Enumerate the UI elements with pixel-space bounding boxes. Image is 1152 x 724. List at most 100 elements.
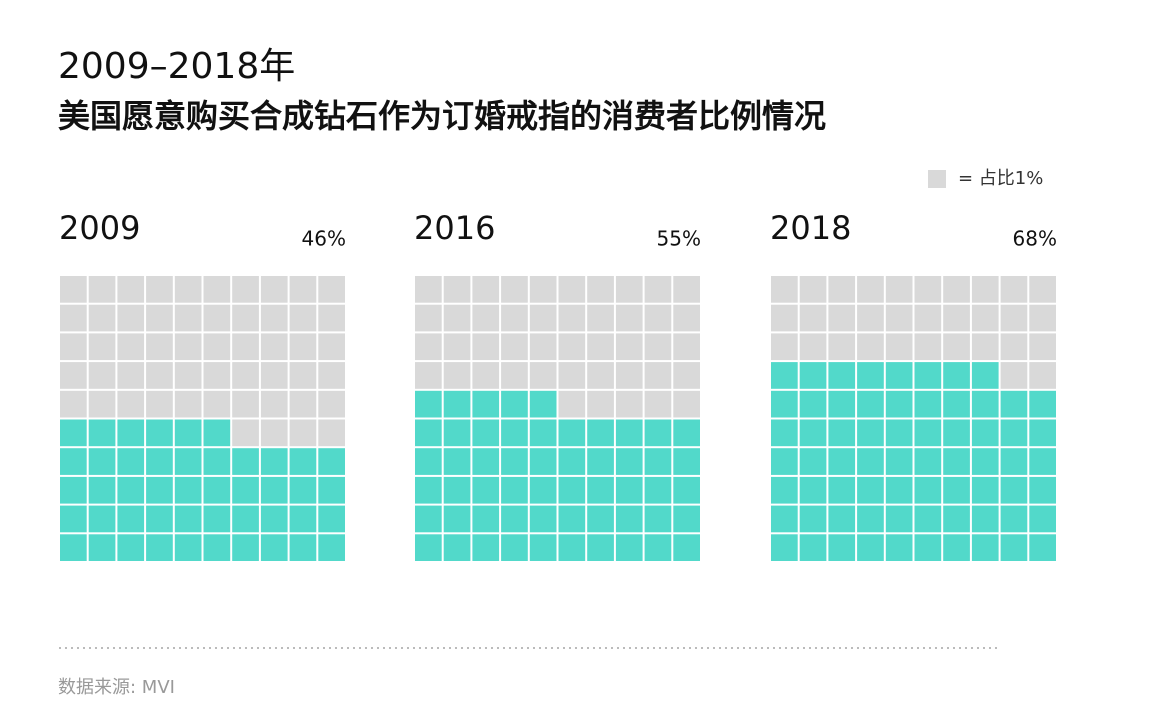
filled-cell [472,476,500,504]
filled-cell [529,505,557,533]
empty-cell [644,390,672,418]
filled-cell [828,448,856,475]
empty-cell [174,362,202,389]
empty-cell [971,276,999,303]
empty-cell [501,333,528,361]
filled-cell [415,448,442,475]
filled-cell [615,419,643,447]
empty-cell [472,362,500,389]
filled-cell [1000,390,1028,418]
empty-cell [117,362,145,389]
empty-cell [673,333,700,361]
empty-cell [232,362,259,389]
filled-cell [501,419,528,447]
empty-cell [88,276,116,303]
filled-cell [799,362,827,389]
filled-cell [203,476,231,504]
empty-cell [232,276,259,303]
empty-cell [914,276,942,303]
filled-cell [1000,419,1028,447]
empty-cell [232,390,259,418]
empty-cell [203,390,231,418]
empty-cell [673,390,700,418]
filled-cell [146,476,173,504]
filled-cell [289,476,317,504]
filled-cell [971,505,999,533]
empty-cell [289,333,317,361]
empty-cell [443,276,471,303]
empty-cell [558,390,586,418]
filled-cell [971,390,999,418]
filled-cell [971,448,999,475]
filled-cell [117,476,145,504]
filled-cell [88,476,116,504]
empty-cell [472,304,500,332]
filled-cell [828,390,856,418]
empty-cell [828,276,856,303]
empty-cell [529,304,557,332]
empty-cell [828,304,856,332]
filled-cell [673,505,700,533]
filled-cell [771,362,798,389]
empty-cell [615,362,643,389]
empty-cell [203,304,231,332]
empty-cell [203,333,231,361]
empty-cell [558,304,586,332]
filled-cell [914,476,942,504]
empty-cell [587,276,614,303]
filled-cell [914,362,942,389]
filled-cell [857,476,884,504]
empty-cell [415,304,442,332]
filled-cell [828,505,856,533]
filled-cell [885,534,913,561]
empty-cell [558,333,586,361]
filled-cell [318,534,345,561]
empty-cell [260,276,288,303]
filled-cell [857,362,884,389]
filled-cell [771,419,798,447]
filled-cell [771,534,798,561]
filled-cell [673,534,700,561]
empty-cell [232,333,259,361]
filled-cell [1000,448,1028,475]
empty-cell [174,333,202,361]
empty-cell [828,333,856,361]
value-label: 68% [1013,227,1057,251]
filled-cell [501,534,528,561]
filled-cell [174,448,202,475]
empty-cell [318,419,345,447]
empty-cell [318,304,345,332]
empty-cell [943,304,970,332]
empty-cell [558,276,586,303]
filled-cell [174,419,202,447]
filled-cell [914,390,942,418]
filled-cell [318,476,345,504]
filled-cell [1029,390,1056,418]
filled-cell [117,448,145,475]
filled-cell [828,362,856,389]
empty-cell [644,304,672,332]
filled-cell [914,534,942,561]
filled-cell [472,419,500,447]
filled-cell [587,505,614,533]
filled-cell [971,362,999,389]
filled-cell [443,505,471,533]
filled-cell [558,505,586,533]
filled-cell [644,534,672,561]
empty-cell [558,362,586,389]
filled-cell [203,448,231,475]
filled-cell [828,534,856,561]
filled-cell [443,534,471,561]
filled-cell [415,534,442,561]
filled-cell [232,534,259,561]
filled-cell [1029,448,1056,475]
filled-cell [799,534,827,561]
empty-cell [289,276,317,303]
filled-cell [771,505,798,533]
value-label: 55% [657,227,701,251]
filled-cell [673,476,700,504]
filled-cell [615,505,643,533]
filled-cell [885,362,913,389]
filled-cell [943,534,970,561]
empty-cell [146,333,173,361]
